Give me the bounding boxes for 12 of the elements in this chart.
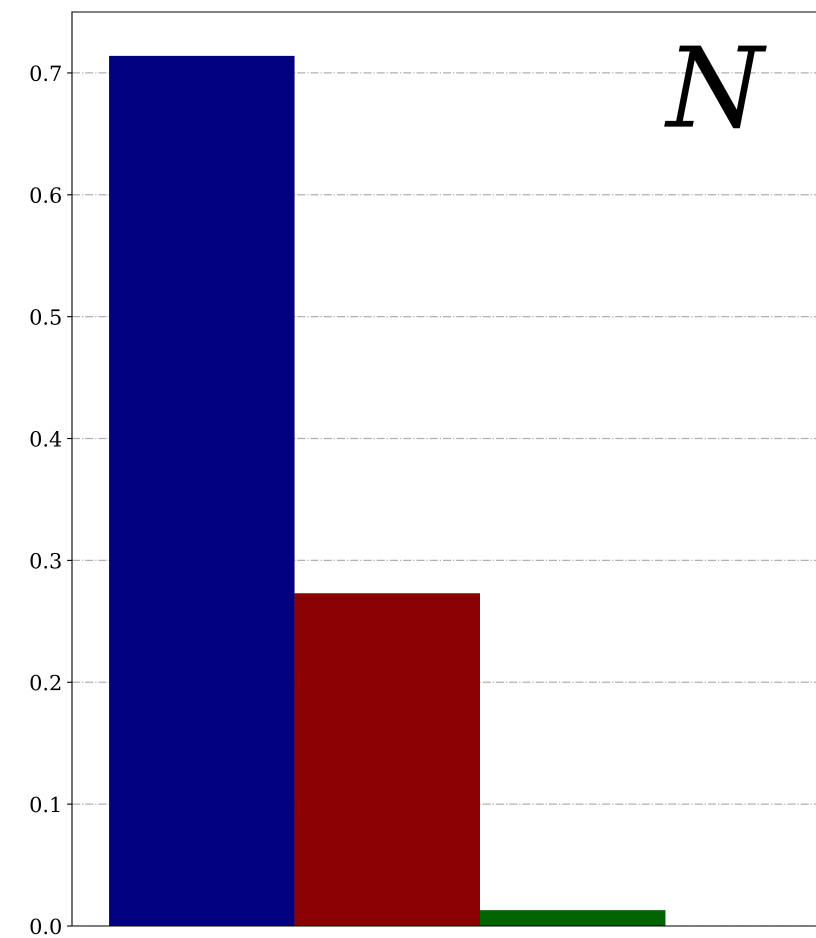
bar [109,56,295,926]
y-tick-label: 0.1 [30,796,60,812]
y-tick-label: 0.5 [30,309,61,325]
bar [480,910,666,926]
y-tick-label: 0.6 [30,187,61,204]
y-tick-label: 0.2 [30,674,60,690]
y-tick-label: 0.3 [30,552,61,569]
y-tick-label: 0.7 [30,65,61,82]
bar [294,593,480,926]
y-tick-label: 0.4 [30,430,62,447]
chart-title: N [664,46,767,128]
y-tick-label: 0.0 [30,918,61,934]
